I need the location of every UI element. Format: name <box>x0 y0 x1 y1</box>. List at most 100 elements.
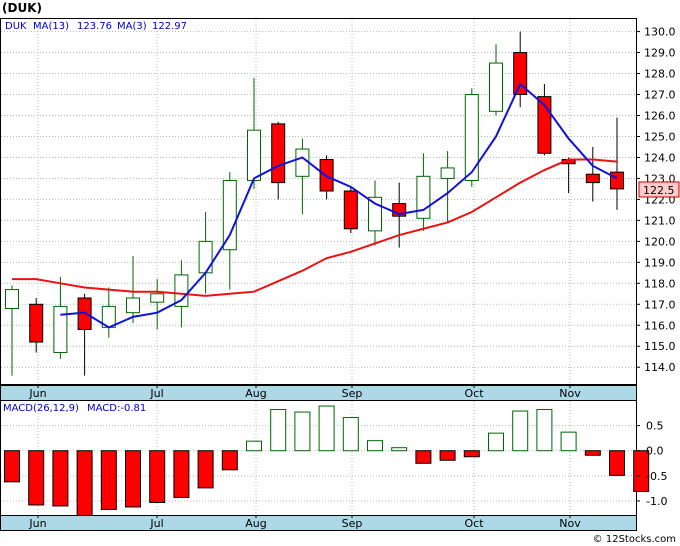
macd-bar-negative <box>221 450 238 471</box>
macd-bar-negative <box>197 450 214 489</box>
macd-bar-positive <box>246 440 262 452</box>
macd-bar-negative <box>463 450 480 458</box>
candle <box>440 151 455 223</box>
candle <box>513 31 528 108</box>
macd-bar-positive <box>342 417 359 452</box>
last-price-label: 122.5 <box>643 184 675 197</box>
last-price-box <box>638 181 680 198</box>
macd-tick-label: 0.0 <box>646 445 664 458</box>
macd-bar-negative <box>439 450 456 461</box>
candle-body-down <box>29 303 44 343</box>
price-tick-label: 128.0 <box>644 68 676 81</box>
candle <box>343 186 358 233</box>
macd-x-tick-label: Jun <box>28 517 46 530</box>
candle <box>585 146 600 202</box>
macd-legend-item: MACD(26,12,9) <box>3 403 79 414</box>
price-legend-item: DUK <box>5 21 27 32</box>
macd-bar-positive <box>391 447 408 452</box>
price-legend-item: 123.76 <box>77 21 112 32</box>
candle <box>489 44 503 116</box>
macd-bar-positive <box>318 405 335 452</box>
macd-bar-positive <box>367 440 383 452</box>
macd-x-tick-label: Nov <box>559 517 581 530</box>
price-x-tick-label: Sep <box>342 387 363 400</box>
price-tick-label: 121.0 <box>644 214 676 227</box>
candle-body-up <box>150 293 165 303</box>
price-legend-item: MA(3) <box>117 21 147 32</box>
macd-bar-negative <box>149 450 166 503</box>
macd-bar-positive <box>270 409 287 452</box>
macd-panel: 0.5 0.0 -0.5 -1.0 Jun Jul Aug Sep Oct Nov MACD(2… <box>0 400 667 531</box>
ma3-line <box>60 82 618 329</box>
price-tick-label: 115.0 <box>644 340 676 353</box>
macd-bar-negative <box>52 450 69 507</box>
candle-body-up <box>222 180 237 251</box>
candle <box>222 172 237 290</box>
candle <box>610 117 624 210</box>
price-legend-item: 122.97 <box>152 21 187 32</box>
price-x-tick-label: Nov <box>559 387 581 400</box>
candle-body-up <box>295 148 310 177</box>
ma13-line <box>12 158 618 297</box>
macd-tick-label: -0.5 <box>646 470 667 483</box>
candle-body-up <box>126 297 140 314</box>
price-tick-label: 126.0 <box>644 109 676 122</box>
macd-bar-positive <box>560 431 577 452</box>
candle-body-up <box>5 289 19 309</box>
candle-body-up <box>53 305 68 354</box>
candle-body-up <box>416 175 431 219</box>
price-legend-item: MA(13) <box>33 21 69 32</box>
macd-x-tick-label: Aug <box>245 517 266 530</box>
macd-bar-negative <box>4 450 20 483</box>
price-x-tick-label: Jul <box>149 387 163 400</box>
price-x-tick-label: Aug <box>245 387 266 400</box>
macd-bar-positive <box>294 411 311 452</box>
candle-body-up <box>489 62 503 112</box>
price-x-axis-ticks: Jun Jul Aug Sep Oct Nov <box>28 385 581 400</box>
price-tick-label: 125.0 <box>644 130 676 143</box>
price-tick-label: 119.0 <box>644 256 676 269</box>
macd-bar-negative <box>415 450 432 464</box>
macd-bar-negative <box>125 450 141 508</box>
macd-bar-negative <box>100 450 117 510</box>
macd-bars <box>4 405 650 517</box>
candle-body-up <box>464 94 479 182</box>
price-legend: DUK MA(13) 123.76 MA(3) 122.97 <box>5 21 187 32</box>
footer-credit: © 12Stocks.com <box>593 534 676 545</box>
price-tick-label: 114.0 <box>644 361 676 374</box>
candle-body-down <box>343 190 358 230</box>
macd-bar-negative <box>584 450 601 456</box>
macd-x-tick-label: Sep <box>342 517 363 530</box>
candle-body-up <box>368 196 382 232</box>
candle-body-down <box>610 171 624 190</box>
price-tick-label: 118.0 <box>644 277 676 290</box>
macd-bar-negative <box>633 450 650 492</box>
price-tick-label: 116.0 <box>644 319 676 332</box>
macd-bar-negative <box>28 450 45 506</box>
price-tick-label: 130.0 <box>644 26 676 39</box>
price-lines <box>12 82 618 329</box>
macd-legend-item: MACD:-0.81 <box>87 403 146 414</box>
candle <box>126 256 140 324</box>
chart-title: (DUK) <box>2 1 42 15</box>
price-x-axis-band <box>0 385 637 401</box>
candle <box>5 285 19 376</box>
candle <box>150 279 165 330</box>
price-x-tick-label: Jun <box>28 387 46 400</box>
price-x-tick-label: Oct <box>464 387 484 400</box>
price-tick-label: 127.0 <box>644 89 676 102</box>
candle <box>53 277 68 359</box>
macd-bar-negative <box>173 450 190 498</box>
macd-bar-positive <box>512 410 529 452</box>
candle-body-up <box>440 167 455 179</box>
macd-bar-negative <box>76 450 93 517</box>
candle-body-up <box>247 129 261 182</box>
macd-x-axis-band <box>0 515 637 531</box>
macd-bar-positive <box>488 432 504 452</box>
macd-tick-label: -1.0 <box>646 495 667 508</box>
macd-x-tick-label: Jul <box>149 517 163 530</box>
macd-bar-negative <box>609 450 625 476</box>
candle-body-up <box>174 274 189 307</box>
macd-tick-label: 0.5 <box>646 420 664 433</box>
